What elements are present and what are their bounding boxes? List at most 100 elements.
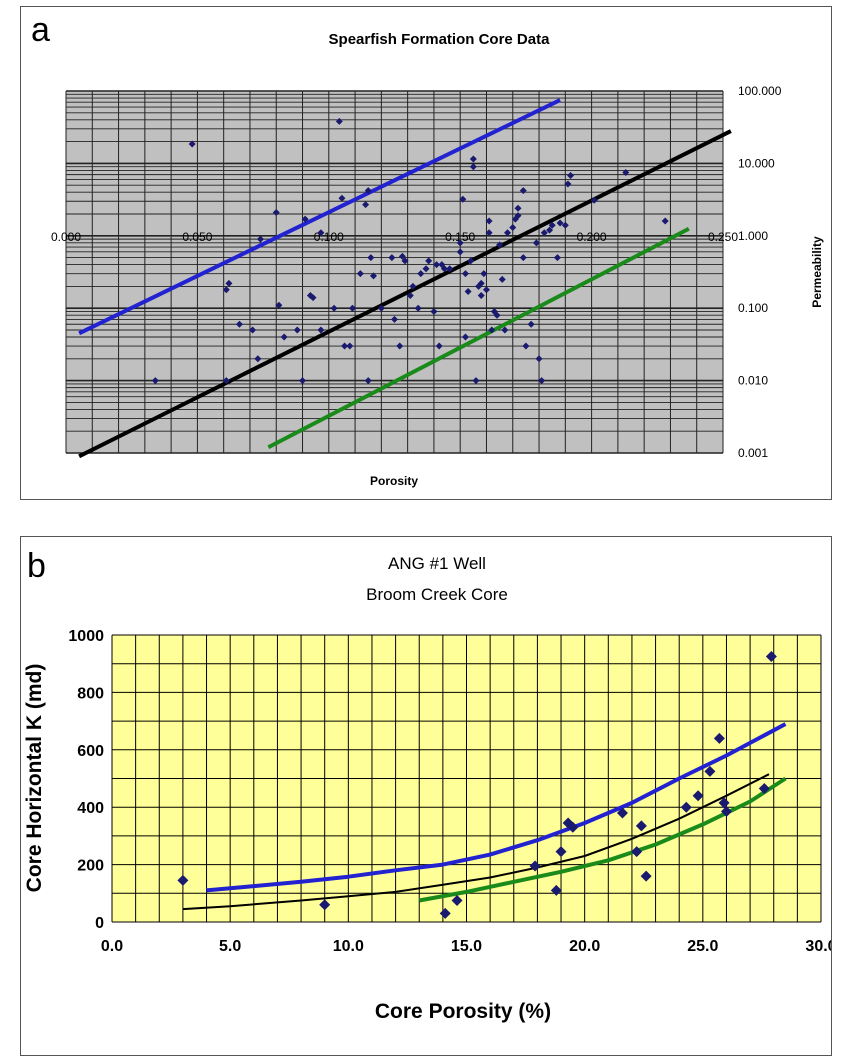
data-point [388, 254, 396, 262]
data-point [514, 212, 522, 220]
data-point [477, 279, 485, 287]
data-point [765, 651, 777, 663]
y-axis-label-a: Permeability [810, 236, 824, 308]
data-point [317, 229, 325, 237]
data-point [275, 301, 283, 309]
data-point [661, 217, 669, 225]
data-point [488, 326, 496, 334]
data-point [529, 860, 541, 872]
data-point [401, 257, 409, 265]
data-point [177, 874, 189, 886]
data-point [631, 846, 643, 858]
data-point [616, 807, 628, 819]
spearfish-chart: a Spearfish Formation Core Data 0.000 0.0… [31, 11, 824, 488]
data-point [553, 254, 561, 262]
data-point [396, 342, 404, 350]
y-axis-label-b: Core Horizontal K (md) [23, 664, 46, 893]
data-point [550, 884, 562, 896]
y-tick-label: 200 [77, 858, 104, 875]
data-point [319, 899, 331, 911]
trend-line [182, 773, 770, 911]
x-tick-label: 15.0 [451, 938, 482, 955]
data-point [335, 117, 343, 125]
data-point [425, 257, 433, 265]
x-tick-label: 0.000 [51, 230, 81, 244]
data-point [301, 215, 309, 223]
data-point [369, 272, 377, 280]
panel-label-b: b [27, 547, 46, 585]
data-point [556, 219, 564, 227]
y-tick-label: 400 [77, 800, 104, 817]
data-point [477, 291, 485, 299]
y-tick-label: 0.100 [738, 301, 768, 315]
data-point [225, 279, 233, 287]
x-tick-label: 10.0 [333, 938, 364, 955]
trend-line [78, 129, 732, 459]
data-point [567, 821, 579, 833]
plot-area-a [66, 91, 723, 453]
data-point [548, 221, 556, 229]
data-point [256, 235, 264, 243]
trend-lines-a [78, 98, 732, 459]
data-point [519, 187, 527, 195]
trend-line [206, 722, 787, 893]
y-tick-label: 0 [95, 915, 104, 932]
data-point [555, 846, 567, 858]
data-point [538, 377, 546, 385]
data-point [461, 270, 469, 278]
data-point [535, 355, 543, 363]
data-point [514, 204, 522, 212]
data-point [522, 342, 530, 350]
data-point [391, 315, 398, 323]
data-point [480, 270, 488, 278]
data-point [222, 377, 230, 385]
data-point [377, 304, 385, 312]
x-tick-label: 0.250 [708, 230, 738, 244]
chart-subtitle-b: Broom Creek Core [366, 585, 508, 604]
data-point [640, 870, 652, 882]
panel-label-a: a [31, 11, 50, 49]
data-point [406, 291, 414, 299]
data-point [527, 320, 535, 328]
data-point [151, 377, 159, 385]
data-point [720, 806, 732, 818]
data-point [493, 311, 501, 319]
x-tick-label: 25.0 [687, 938, 718, 955]
x-tick-label: 0.150 [445, 230, 475, 244]
x-tick-label: 5.0 [219, 938, 241, 955]
data-point [590, 196, 598, 204]
data-point [367, 254, 375, 262]
y-tick-label: 10.000 [738, 156, 775, 170]
data-point [398, 252, 406, 260]
data-point [422, 265, 430, 273]
x-tick-labels-b: 0.0 5.0 10.0 15.0 20.0 25.0 30.0 [101, 938, 831, 955]
x-axis-label-a: Porosity [370, 474, 418, 488]
data-point [485, 217, 493, 225]
data-point [622, 168, 630, 176]
data-point [546, 226, 554, 234]
chart-title-b: ANG #1 Well [388, 554, 486, 573]
y-tick-label: 800 [77, 685, 104, 702]
data-point [704, 765, 716, 777]
data-point [348, 304, 356, 312]
data-point [635, 820, 647, 832]
data-point [280, 333, 288, 341]
chart-title-a: Spearfish Formation Core Data [329, 31, 551, 48]
data-point [249, 326, 257, 334]
y-tick-label: 1000 [68, 628, 104, 645]
data-point [567, 172, 575, 180]
data-point [346, 342, 354, 350]
data-point [532, 239, 540, 247]
data-point [362, 201, 370, 209]
data-point [561, 221, 569, 229]
y-tick-label: 0.010 [738, 374, 768, 388]
x-tick-label: 30.0 [805, 938, 831, 955]
x-tick-labels-a: 0.000 0.050 0.100 0.150 0.200 0.250 [51, 230, 738, 244]
data-point [482, 286, 490, 294]
data-point [435, 342, 443, 350]
data-point [356, 270, 364, 278]
y-tick-label: 600 [77, 743, 104, 760]
trend-line [267, 227, 690, 450]
data-point [509, 224, 517, 232]
data-point [293, 326, 301, 334]
